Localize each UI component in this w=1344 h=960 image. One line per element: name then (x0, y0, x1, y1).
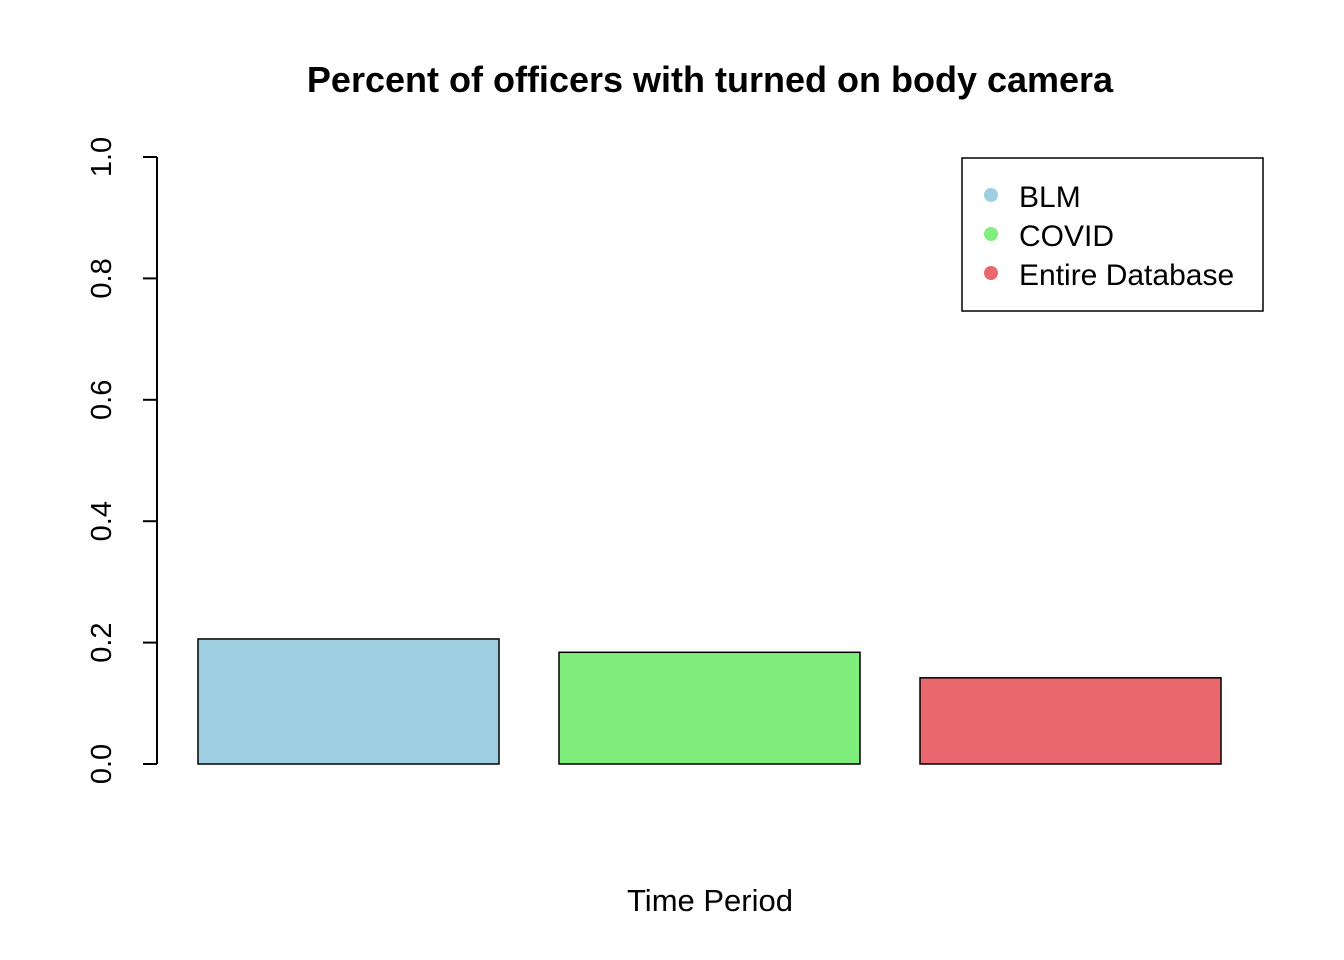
y-axis: 0.0 0.2 0.4 0.6 0.8 1.0 (86, 137, 158, 784)
y-tick-label: 0.4 (86, 501, 118, 541)
chart-title: Percent of officers with turned on body … (307, 59, 1114, 100)
legend-marker (984, 188, 998, 202)
legend-marker (984, 266, 998, 280)
bars (197, 638, 1222, 765)
legend-entries: BLM COVID Entire Database (984, 181, 1234, 292)
legend-label: COVID (1019, 220, 1114, 253)
y-ticks: 0.0 0.2 0.4 0.6 0.8 1.0 (86, 137, 157, 784)
bar-entire-database (919, 677, 1222, 765)
y-tick-label: 0.6 (86, 380, 118, 420)
y-tick-label: 0.0 (86, 744, 118, 784)
legend-marker (984, 227, 998, 241)
bar-blm (197, 638, 500, 765)
legend-label: BLM (1019, 181, 1081, 214)
legend-label: Entire Database (1019, 259, 1234, 292)
legend-box (961, 157, 1264, 312)
legend: BLM COVID Entire Database (961, 157, 1264, 312)
x-axis-label: Time Period (627, 883, 793, 918)
y-tick-label: 0.2 (86, 622, 118, 662)
y-tick-label: 1.0 (86, 137, 118, 177)
bar-covid (558, 651, 861, 765)
y-tick-label: 0.8 (86, 258, 118, 298)
